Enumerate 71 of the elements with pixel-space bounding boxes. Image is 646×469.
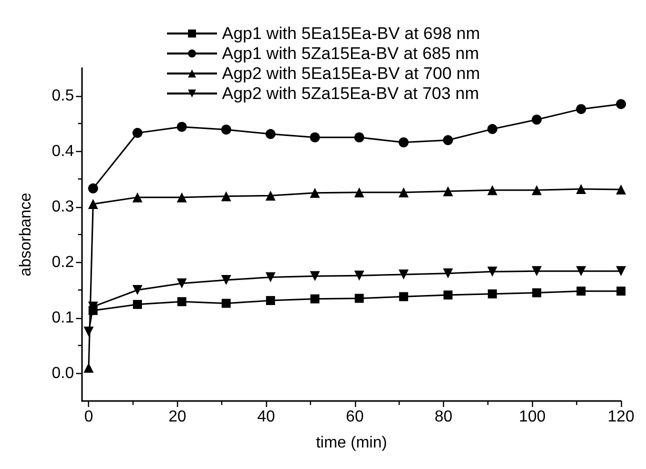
point — [354, 132, 364, 142]
x-axis-title: time (min) — [316, 434, 388, 452]
x-tick-label: 100 — [518, 408, 546, 426]
point — [576, 286, 586, 296]
point — [88, 198, 98, 209]
x-tick-label: 0 — [84, 408, 94, 426]
point — [616, 266, 626, 276]
point — [354, 187, 364, 198]
x-tick-label: 20 — [168, 408, 186, 426]
point — [221, 275, 232, 286]
y-tick-label: 0.3 — [52, 198, 74, 216]
point — [399, 292, 408, 302]
point — [266, 272, 276, 282]
x-tick-label: 80 — [434, 408, 453, 426]
point — [576, 104, 586, 114]
point — [132, 300, 142, 309]
y-axis-title: absorbance — [18, 192, 34, 276]
point — [176, 122, 187, 132]
point — [616, 286, 626, 296]
point — [221, 191, 232, 202]
point — [398, 269, 409, 280]
point — [132, 128, 142, 138]
legend-label: Agp1 with 5Za15Ea-BV at 685 nm — [222, 44, 480, 63]
legend-label: Agp2 with 5Za15Ea-BV at 703 nm — [222, 84, 480, 103]
legend-label: Agp2 with 5Ea15Ea-BV at 700 nm — [222, 64, 480, 83]
point — [176, 278, 187, 288]
point — [616, 184, 626, 195]
point — [266, 190, 276, 201]
point — [176, 192, 187, 202]
point — [443, 290, 452, 300]
point — [354, 270, 364, 281]
x-tick-label: 120 — [608, 408, 634, 426]
y-tick-label: 0.5 — [52, 87, 74, 104]
point — [84, 362, 94, 373]
point — [88, 183, 98, 194]
point — [266, 129, 276, 140]
y-tick-label: 0.2 — [52, 254, 74, 271]
point — [310, 271, 320, 282]
point — [310, 294, 320, 304]
y-tick-label: 0.1 — [52, 309, 74, 326]
point — [442, 186, 453, 196]
point — [222, 298, 231, 308]
point — [488, 289, 497, 298]
point — [310, 188, 320, 198]
y-tick-label: 0.4 — [52, 142, 74, 160]
point — [84, 326, 94, 337]
point — [532, 288, 542, 298]
point — [177, 297, 186, 306]
point — [487, 124, 498, 134]
point — [532, 185, 542, 196]
point — [266, 296, 276, 306]
point — [398, 137, 409, 148]
point — [532, 266, 542, 276]
x-tick-label: 40 — [257, 408, 276, 426]
point — [487, 185, 498, 196]
x-tick-label: 60 — [346, 408, 364, 426]
legend-label: Agp1 with 5Ea15Ea-BV at 698 nm — [222, 24, 480, 43]
point — [616, 99, 626, 110]
point — [532, 114, 542, 125]
point — [132, 285, 142, 295]
point — [398, 187, 409, 198]
point — [443, 135, 453, 146]
point — [576, 184, 586, 194]
y-tick-label: 0.0 — [52, 364, 74, 382]
point — [132, 192, 142, 202]
point — [310, 132, 320, 142]
point — [576, 266, 586, 276]
point — [221, 124, 232, 135]
point — [442, 268, 453, 278]
point — [354, 294, 364, 303]
point — [487, 266, 498, 277]
